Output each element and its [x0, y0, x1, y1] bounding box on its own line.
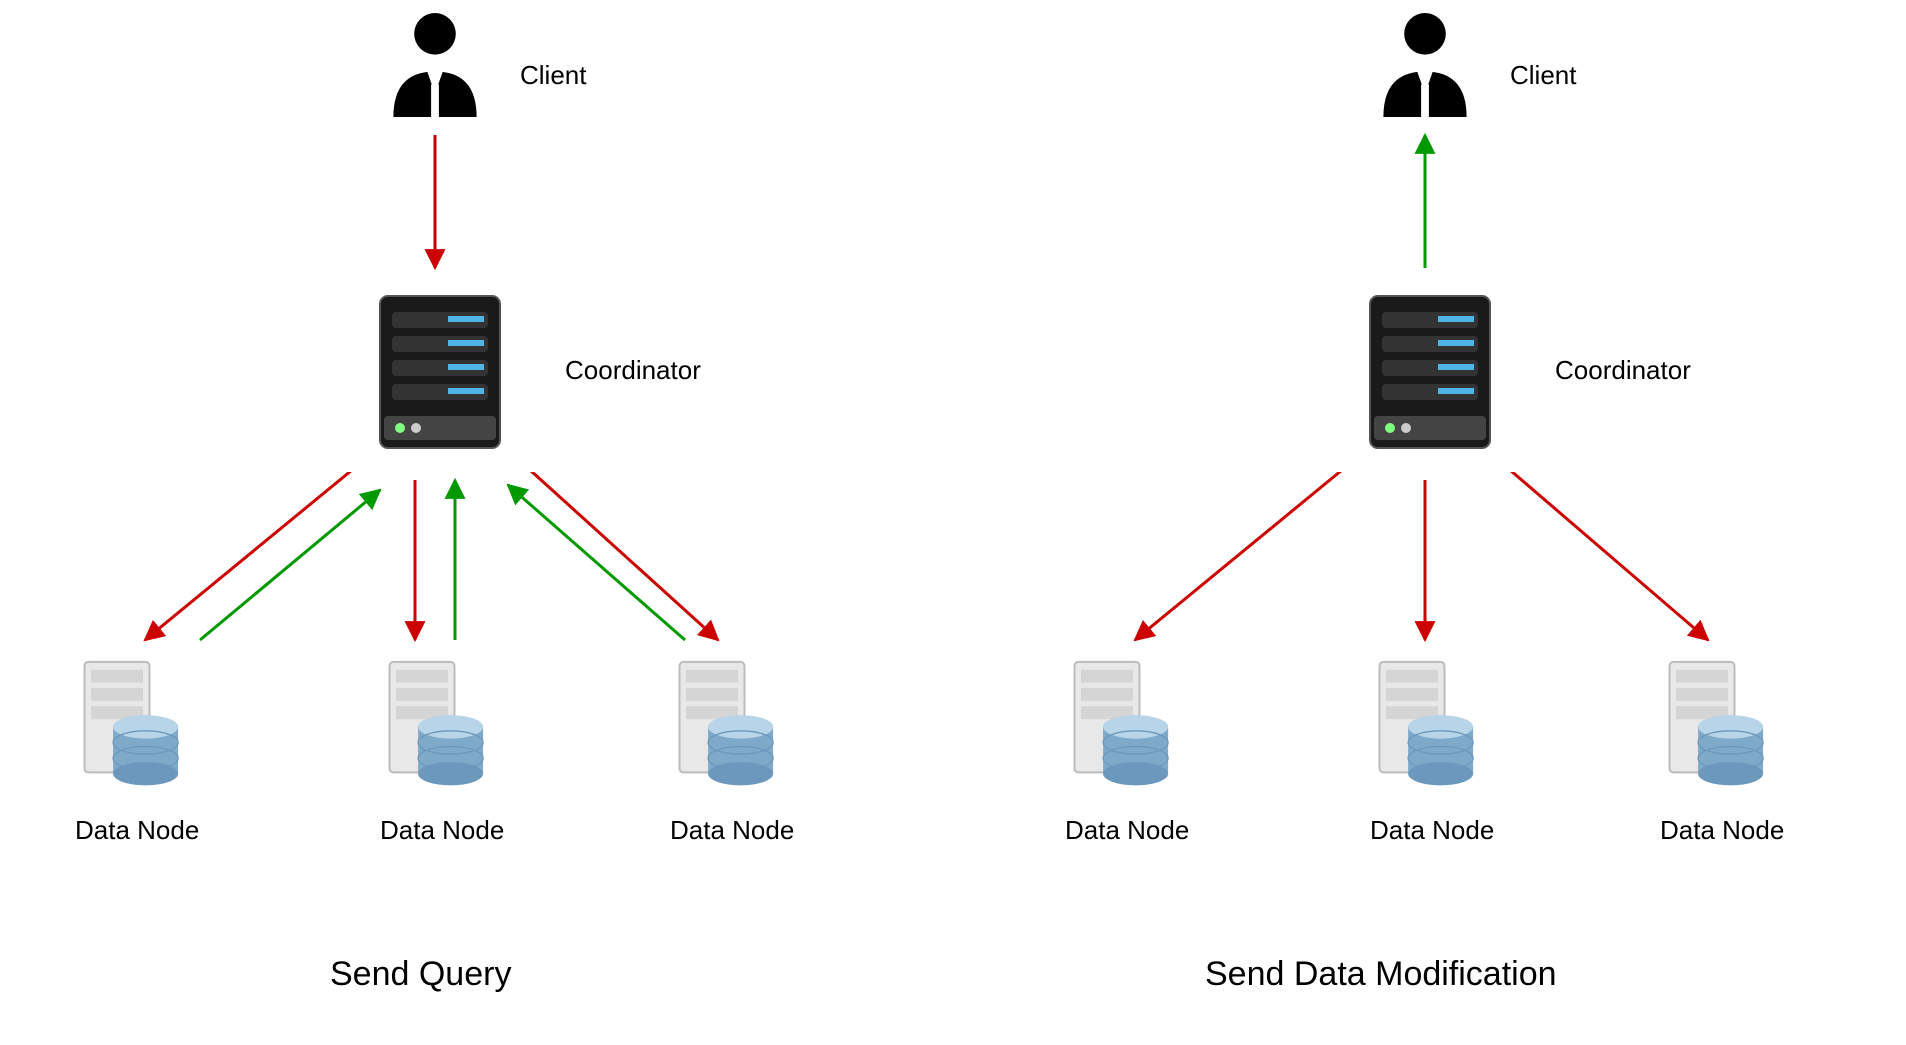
diagram-canvas: Client Coordinator [0, 0, 1906, 1045]
arrow-coord-to-node1-left [145, 470, 352, 640]
data-node-3-label-right: Data Node [1660, 815, 1784, 846]
data-node-2-label-right: Data Node [1370, 815, 1494, 846]
data-node-3-right [1650, 648, 1780, 798]
client-icon-right [1360, 0, 1490, 130]
client-icon-left [370, 0, 500, 130]
arrow-layer [0, 0, 1906, 1045]
data-node-1-left [65, 648, 195, 798]
data-node-1-right [1055, 648, 1185, 798]
caption-left: Send Query [330, 955, 511, 994]
client-label-right: Client [1510, 60, 1576, 91]
data-node-2-label-left: Data Node [380, 815, 504, 846]
coordinator-icon-left [340, 272, 540, 472]
coordinator-icon-right [1330, 272, 1530, 472]
arrow-coord-to-node1-right [1135, 470, 1342, 640]
data-node-1-label-left: Data Node [75, 815, 199, 846]
data-node-2-left [370, 648, 500, 798]
arrow-coord-to-node3-right [1510, 470, 1708, 640]
arrow-node3-to-coord-left [508, 485, 685, 640]
caption-right: Send Data Modification [1205, 955, 1557, 994]
data-node-3-left [660, 648, 790, 798]
client-label-left: Client [520, 60, 586, 91]
data-node-3-label-left: Data Node [670, 815, 794, 846]
coordinator-label-right: Coordinator [1555, 355, 1691, 386]
data-node-2-right [1360, 648, 1490, 798]
arrow-node1-to-coord-left [200, 490, 380, 640]
coordinator-label-left: Coordinator [565, 355, 701, 386]
arrow-coord-to-node3-left [530, 470, 718, 640]
data-node-1-label-right: Data Node [1065, 815, 1189, 846]
